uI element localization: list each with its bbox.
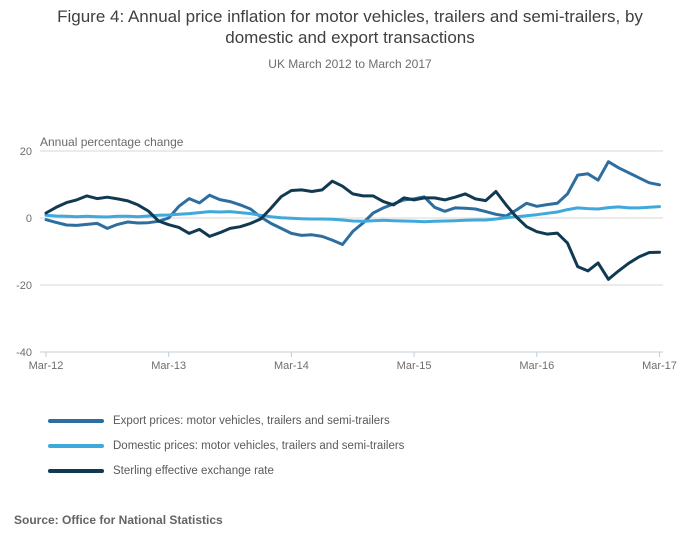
y-tick-label: -40 — [16, 347, 32, 359]
x-tick-label: Mar-17 — [642, 360, 677, 372]
legend-label: Export prices: motor vehicles, trailers … — [113, 414, 390, 427]
sterling-line-swatch — [48, 468, 104, 473]
y-tick-label: 20 — [20, 146, 32, 158]
x-tick-label: Mar-16 — [519, 360, 554, 372]
y-tick-label: -20 — [16, 280, 32, 292]
legend-label: Domestic prices: motor vehicles, trailer… — [113, 439, 405, 452]
legend: Export prices: motor vehicles, trailers … — [48, 408, 404, 483]
legend-label: Sterling effective exchange rate — [113, 464, 274, 477]
series-line — [44, 205, 661, 224]
series-line — [44, 179, 661, 281]
x-tick-label: Mar-15 — [397, 360, 432, 372]
y-tick-label: 0 — [26, 213, 32, 225]
x-tick-label: Mar-12 — [29, 360, 64, 372]
x-tick-label: Mar-13 — [151, 360, 186, 372]
legend-item-sterling-exchange-rate: Sterling effective exchange rate — [48, 458, 404, 483]
source-note: Source: Office for National Statistics — [14, 513, 223, 527]
legend-item-export-prices: Export prices: motor vehicles, trailers … — [48, 408, 404, 433]
x-tick-label: Mar-14 — [274, 360, 309, 372]
figure-subtitle: UK March 2012 to March 2017 — [268, 57, 432, 71]
figure-title: Figure 4: Annual price inflation for mot… — [57, 7, 643, 47]
series-line — [44, 160, 661, 246]
y-axis-label: Annual percentage change — [40, 135, 184, 149]
domestic-line-swatch — [48, 443, 104, 448]
legend-item-domestic-prices: Domestic prices: motor vehicles, trailer… — [48, 433, 404, 458]
export-line-swatch — [48, 418, 104, 423]
